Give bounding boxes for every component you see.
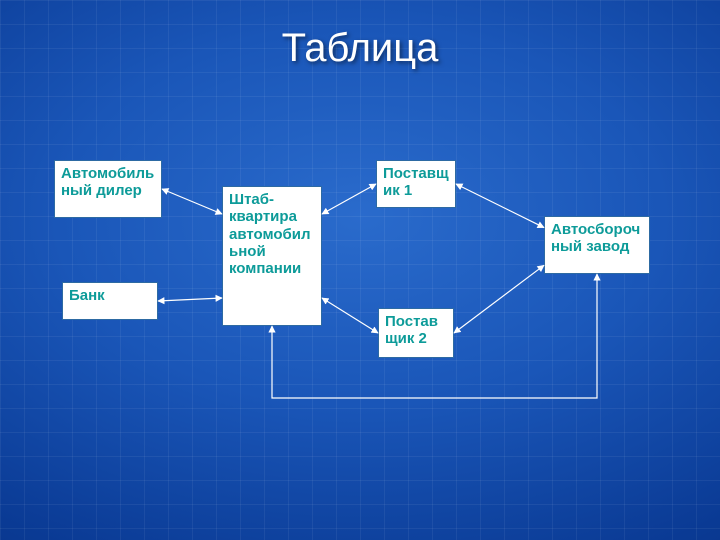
node-supplier-2: Поставщик 2 <box>378 308 454 358</box>
node-hq: Штаб-квартира автомобильной компании <box>222 186 322 326</box>
node-label: Поставщик 2 <box>385 313 447 348</box>
node-label: Автомобильный дилер <box>61 165 155 200</box>
node-label: Штаб-квартира автомобильной компании <box>229 191 315 277</box>
slide-title: Таблица <box>0 26 720 71</box>
node-label: Банк <box>69 287 105 304</box>
node-label: Поставщик 1 <box>383 165 449 200</box>
node-dealer: Автомобильный дилер <box>54 160 162 218</box>
slide: Таблица Автомобильный дилер Банк Штаб-кв… <box>0 0 720 540</box>
node-label: Автосборочный завод <box>551 221 643 256</box>
node-plant: Автосборочный завод <box>544 216 650 274</box>
node-bank: Банк <box>62 282 158 320</box>
node-supplier-1: Поставщик 1 <box>376 160 456 208</box>
